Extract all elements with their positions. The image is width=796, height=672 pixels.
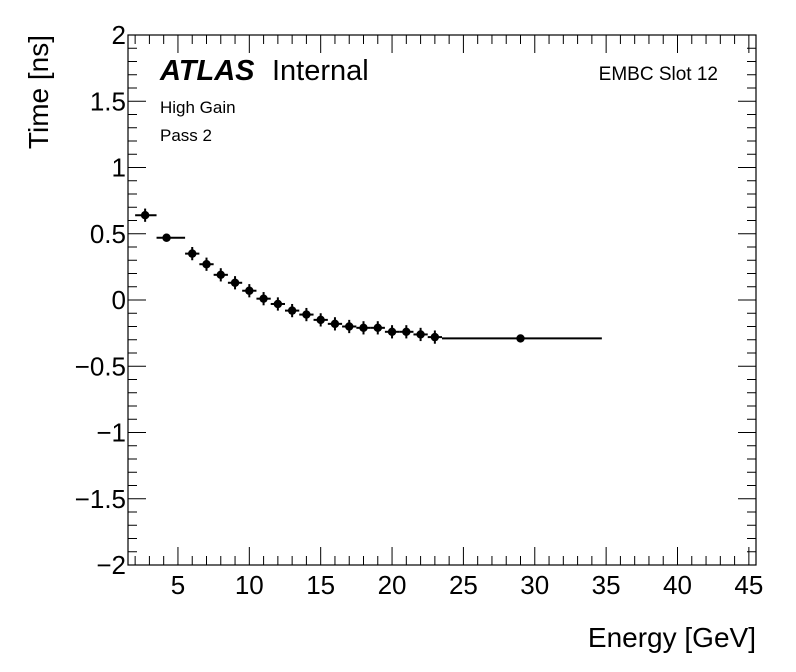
data-point (256, 292, 271, 306)
x-tick-label: 5 (171, 570, 185, 600)
marker (359, 323, 368, 333)
marker (287, 306, 297, 315)
data-point (356, 321, 371, 335)
marker (316, 315, 325, 325)
y-tick-label: −1.5 (75, 484, 126, 514)
data-point (199, 257, 214, 271)
marker (373, 323, 382, 333)
data-point (313, 313, 328, 327)
y-tick-labels: −2 −1.5 −1 −0.5 0 0.5 1 1.5 2 (75, 20, 126, 580)
marker (245, 286, 254, 295)
marker (430, 332, 440, 342)
channel-label: EMBC Slot 12 (599, 64, 718, 85)
marker (387, 327, 397, 336)
x-tick-labels: 5 10 15 20 25 30 35 40 45 (171, 570, 764, 600)
data-point (442, 334, 602, 343)
y-tick-label: −1 (96, 418, 126, 448)
axis-ticks (128, 34, 756, 566)
y-tick-label: −2 (96, 550, 126, 580)
marker (345, 322, 354, 331)
marker (259, 294, 268, 303)
marker (302, 310, 311, 319)
data-point (285, 303, 300, 318)
marker (202, 260, 211, 269)
data-point (227, 276, 243, 290)
data-point (270, 297, 285, 311)
pass-label: Pass 2 (160, 126, 212, 145)
x-tick-label: 30 (520, 570, 549, 600)
x-tick-label: 25 (449, 570, 478, 600)
data-point (327, 317, 343, 331)
marker (188, 249, 197, 258)
data-point (299, 307, 314, 322)
y-tick-label: 1 (112, 153, 126, 183)
data-point (342, 319, 357, 334)
marker (216, 270, 225, 280)
x-tick-label: 45 (734, 570, 763, 600)
y-tick-label: 1.5 (90, 86, 126, 116)
x-tick-label: 15 (306, 570, 335, 600)
gain-label: High Gain (160, 98, 236, 117)
data-point (135, 208, 157, 222)
x-tick-label: 40 (663, 570, 692, 600)
atlas-label: ATLAS (159, 55, 255, 87)
data-point (242, 284, 257, 298)
data-point (427, 330, 442, 344)
marker (416, 330, 425, 339)
data-point (370, 321, 385, 335)
y-tick-label: 0 (112, 285, 126, 315)
marker (230, 278, 240, 287)
x-tick-label: 10 (235, 570, 264, 600)
data-point (213, 268, 228, 282)
marker (140, 211, 150, 220)
y-tick-label: 2 (112, 20, 126, 50)
x-tick-label: 35 (592, 570, 621, 600)
data-point (399, 325, 414, 339)
y-tick-label: 0.5 (90, 219, 126, 249)
internal-label: Internal (272, 55, 369, 87)
data-point (185, 247, 200, 261)
data-point (413, 327, 428, 342)
marker (162, 233, 171, 242)
marker (402, 327, 411, 336)
y-tick-label: −0.5 (75, 351, 126, 381)
data-point (384, 325, 400, 339)
marker (330, 319, 340, 329)
data-points (135, 208, 602, 344)
marker (516, 334, 525, 343)
y-axis-title: Time [ns] (23, 35, 54, 149)
x-axis-title: Energy [GeV] (588, 622, 756, 653)
marker (273, 299, 283, 309)
data-point (156, 233, 186, 242)
x-tick-label: 20 (378, 570, 407, 600)
